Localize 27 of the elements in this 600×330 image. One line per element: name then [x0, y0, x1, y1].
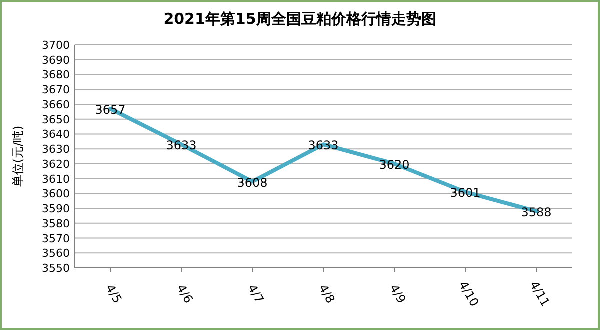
y-tick-label: 3580 [42, 217, 70, 230]
y-tick-label: 3650 [42, 113, 70, 126]
y-tick-label: 3670 [42, 84, 70, 97]
y-axis-title: 单位(元/吨) [11, 126, 25, 188]
y-tick-label: 3610 [42, 172, 70, 186]
y-tick-label: 3570 [42, 232, 70, 246]
x-tick-label: 4/6 [174, 282, 196, 306]
y-tick-label: 3560 [42, 247, 70, 260]
data-label: 3588 [521, 206, 552, 220]
x-tick-label: 4/8 [316, 282, 338, 306]
y-tick-label: 3550 [42, 262, 70, 275]
y-tick-label: 3600 [42, 188, 70, 201]
y-tick-label: 3620 [42, 158, 70, 171]
data-label: 3608 [237, 176, 268, 190]
data-label: 3601 [450, 186, 481, 200]
y-tick-label: 3700 [42, 39, 70, 52]
y-tick-label: 3680 [42, 68, 70, 82]
y-tick-label: 3640 [42, 128, 70, 142]
y-tick-label: 3590 [42, 202, 70, 216]
y-tick-label: 3630 [42, 143, 70, 156]
x-tick-label: 4/9 [387, 282, 409, 306]
y-tick-label: 3660 [42, 98, 70, 112]
y-tick-label: 3690 [42, 54, 70, 67]
x-tick-label: 4/7 [245, 282, 267, 306]
x-tick-label: 4/5 [103, 282, 125, 306]
data-label: 3620 [379, 158, 410, 172]
chart-title: 2021年第15周全国豆粕价格行情走势图 [164, 10, 436, 28]
